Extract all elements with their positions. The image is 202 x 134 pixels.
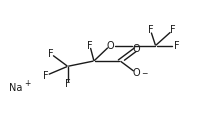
Text: F: F	[43, 71, 48, 81]
Text: −: −	[141, 70, 147, 79]
Text: F: F	[170, 25, 176, 35]
Text: F: F	[148, 25, 153, 35]
Text: Na: Na	[9, 83, 23, 93]
Text: O: O	[133, 44, 140, 54]
Text: F: F	[48, 49, 53, 59]
Text: F: F	[65, 79, 70, 89]
Text: O: O	[106, 41, 114, 51]
Text: O: O	[133, 68, 140, 78]
Text: +: +	[24, 79, 31, 88]
Text: F: F	[87, 41, 93, 51]
Text: F: F	[174, 41, 180, 51]
